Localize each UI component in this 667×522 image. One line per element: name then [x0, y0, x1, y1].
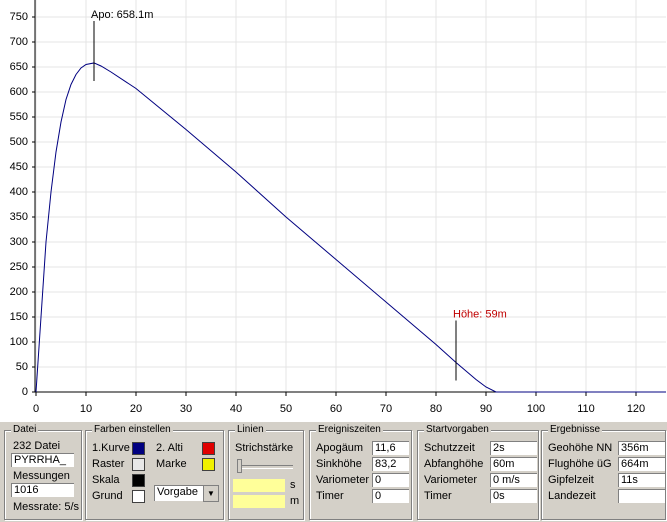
label: Messrate: 5/s: [13, 501, 80, 513]
label: 2. Alti: [156, 442, 183, 454]
x-tick-label: 10: [80, 403, 92, 415]
field[interactable]: [233, 495, 285, 508]
field[interactable]: 356m: [618, 441, 665, 455]
x-tick-label: 20: [130, 403, 142, 415]
label: Apogäum: [316, 442, 364, 454]
x-tick-label: 90: [480, 403, 492, 415]
y-tick-label: 700: [10, 36, 28, 48]
curve: [35, 62, 666, 393]
label: Marke: [156, 458, 187, 470]
x-tick-label: 80: [430, 403, 442, 415]
linien-group: Linien Strichstärke s m: [228, 424, 304, 520]
color-swatch[interactable]: [202, 458, 215, 471]
field[interactable]: 0s: [490, 489, 537, 503]
group-title: Farben einstellen: [92, 424, 173, 435]
label: Flughöhe üG: [548, 458, 612, 470]
y-tick-label: 0: [22, 386, 28, 398]
label: Raster: [92, 458, 125, 470]
datei-group: Datei 232 Datei PYRRHA_ Messungen 1016 M…: [4, 424, 82, 520]
y-tick-label: 200: [10, 286, 28, 298]
ereignis-group: Ereigniszeiten Apogäum 11,6 Sinkhöhe 83,2 Var…: [309, 424, 412, 520]
label: Geohöhe NN: [548, 442, 613, 454]
x-tick-label: 120: [627, 403, 645, 415]
y-tick-label: 250: [10, 261, 28, 273]
field[interactable]: PYRRHA_: [11, 453, 74, 467]
label: Sinkhöhe: [316, 458, 362, 470]
x-tick-label: 60: [330, 403, 342, 415]
x-tick-label: 70: [380, 403, 392, 415]
y-tick-label: 550: [10, 111, 28, 123]
field[interactable]: [618, 489, 665, 503]
y-tick-label: 750: [10, 11, 28, 23]
y-tick-label: 650: [10, 61, 28, 73]
label: Strichstärke: [235, 442, 294, 454]
annotation-label: Apo: 658.1m: [91, 9, 153, 21]
chart: 0501001502002503003504004505005506006507…: [0, 0, 667, 422]
color-swatch[interactable]: [132, 490, 145, 503]
slider-track[interactable]: [237, 465, 293, 469]
farben-group: Farben einstellen 1.Kurve 2. Alti Raster…: [85, 424, 224, 520]
ergebnis-group: Ergebnisse Geohöhe NN 356m Flughöhe üG 664m G…: [541, 424, 666, 520]
field[interactable]: 2s: [490, 441, 537, 455]
label: 1.Kurve: [92, 442, 130, 454]
label: Skala: [92, 474, 120, 486]
y-tick-label: 50: [16, 361, 28, 373]
field[interactable]: 11,6: [372, 441, 409, 455]
field[interactable]: 83,2: [372, 457, 409, 471]
field[interactable]: 0: [372, 473, 409, 487]
select[interactable]: Vorgabe: [154, 485, 203, 501]
color-swatch[interactable]: [132, 458, 145, 471]
label: Gipfelzeit: [548, 474, 594, 486]
y-tick-label: 500: [10, 136, 28, 148]
y-tick-label: 450: [10, 161, 28, 173]
y-tick-label: 150: [10, 311, 28, 323]
color-swatch[interactable]: [132, 442, 145, 455]
slider-thumb[interactable]: [237, 459, 242, 473]
label: Timer: [424, 490, 452, 502]
field[interactable]: 60m: [490, 457, 537, 471]
y-tick-label: 600: [10, 86, 28, 98]
y-tick-label: 400: [10, 186, 28, 198]
label: Timer: [316, 490, 344, 502]
field[interactable]: 0: [372, 489, 409, 503]
x-tick-label: 40: [230, 403, 242, 415]
label: Schutzzeit: [424, 442, 475, 454]
label: Variometer: [316, 474, 369, 486]
group-title: Datei: [11, 424, 39, 435]
color-swatch[interactable]: [132, 474, 145, 487]
label: Grund: [92, 490, 123, 502]
field[interactable]: 664m: [618, 457, 665, 471]
field[interactable]: [233, 479, 285, 492]
annotation-label: Höhe: 59m: [453, 308, 507, 320]
label: Messungen: [13, 470, 70, 482]
field[interactable]: 11s: [618, 473, 665, 487]
group-title: Linien: [235, 424, 266, 435]
group-title: Ergebnisse: [548, 424, 603, 435]
x-tick-label: 110: [577, 403, 595, 415]
x-tick-label: 30: [180, 403, 192, 415]
field[interactable]: 0 m/s: [490, 473, 537, 487]
y-tick-label: 100: [10, 336, 28, 348]
x-tick-label: 50: [280, 403, 292, 415]
label: Abfanghöhe: [424, 458, 484, 470]
label: 232 Datei: [13, 440, 61, 452]
x-tick-label: 0: [33, 403, 39, 415]
label: Variometer: [424, 474, 477, 486]
label: s: [290, 479, 296, 491]
y-tick-label: 300: [10, 236, 28, 248]
start-group: Startvorgaben Schutzzeit 2s Abfanghöhe 60m Va…: [417, 424, 539, 520]
color-swatch[interactable]: [202, 442, 215, 455]
label: Landezeit: [548, 490, 596, 502]
group-title: Ereigniszeiten: [316, 424, 383, 435]
label: m: [290, 495, 300, 507]
dropdown-button[interactable]: ▼: [203, 485, 219, 502]
field[interactable]: 1016: [11, 483, 74, 497]
y-tick-label: 350: [10, 211, 28, 223]
x-tick-label: 100: [527, 403, 545, 415]
group-title: Startvorgaben: [424, 424, 491, 435]
